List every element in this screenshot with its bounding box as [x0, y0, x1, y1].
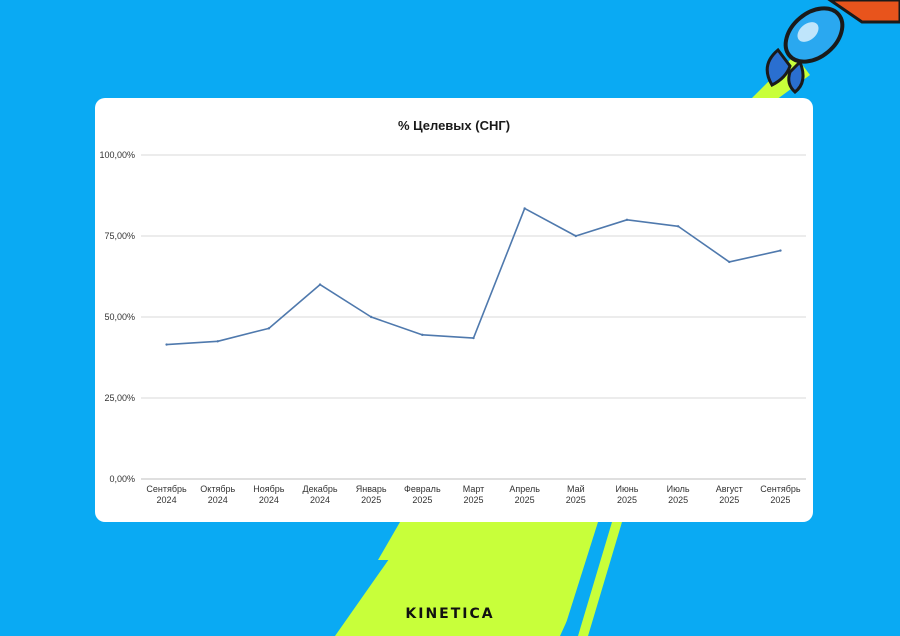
- gridlines: [141, 154, 806, 480]
- data-point: [267, 327, 271, 330]
- chart-card: % Целевых (СНГ) 0,00% 25,00% 50,00% 75,00% 1…: [95, 98, 813, 522]
- data-point: [216, 340, 219, 343]
- y-tick-label: 25,00%: [104, 393, 135, 403]
- x-tick-label: Январь 2025: [356, 484, 387, 505]
- brand-logo-text: KINETICA: [405, 606, 495, 622]
- chart-title: % Целевых (СНГ): [398, 118, 510, 133]
- data-point: [472, 336, 475, 340]
- data-point: [728, 260, 731, 264]
- x-tick-label: Сентябрь 2025: [760, 484, 801, 505]
- data-point: [676, 225, 680, 228]
- data-point: [523, 207, 526, 210]
- x-tick-label: Август 2025: [716, 484, 743, 505]
- y-tick-label: 100,00%: [99, 150, 135, 160]
- rocket-icon: [765, 0, 900, 94]
- data-point: [779, 249, 782, 252]
- x-tick-label: Декабрь 2024: [302, 484, 337, 505]
- x-tick-label: Июнь 2025: [616, 484, 639, 505]
- x-tick-label: Февраль 2025: [404, 484, 441, 505]
- green-beam: [335, 522, 612, 636]
- data-point: [369, 315, 373, 319]
- data-point: [421, 333, 424, 337]
- data-point: [574, 234, 578, 238]
- y-tick-label: 75,00%: [104, 231, 135, 241]
- x-tick-label: Май 2025: [566, 484, 586, 505]
- y-tick-label: 50,00%: [104, 312, 135, 322]
- x-axis-ticks: Сентябрь 2024 Октябрь 2024 Ноябрь 2024 Декабрь…: [146, 484, 800, 505]
- series-line: [166, 207, 781, 346]
- green-stripe-thin: [578, 522, 622, 636]
- data-point: [318, 283, 322, 286]
- x-tick-label: Июль 2025: [667, 484, 690, 505]
- x-tick-label: Сентябрь 2024: [146, 484, 187, 505]
- x-tick-label: Ноябрь 2024: [253, 484, 285, 505]
- green-stripe-right: [562, 522, 614, 636]
- green-stripe-left: [378, 522, 420, 560]
- data-point: [165, 343, 168, 346]
- x-tick-label: Октябрь 2024: [200, 484, 235, 505]
- line-chart: % Целевых (СНГ) 0,00% 25,00% 50,00% 75,00% 1…: [99, 118, 806, 505]
- series: [165, 207, 782, 346]
- y-axis-ticks: 0,00% 25,00% 50,00% 75,00% 100,00%: [99, 150, 135, 484]
- data-point: [625, 218, 629, 221]
- x-tick-label: Апрель 2025: [509, 484, 540, 505]
- y-tick-label: 0,00%: [109, 474, 135, 484]
- x-tick-label: Март 2025: [463, 484, 485, 505]
